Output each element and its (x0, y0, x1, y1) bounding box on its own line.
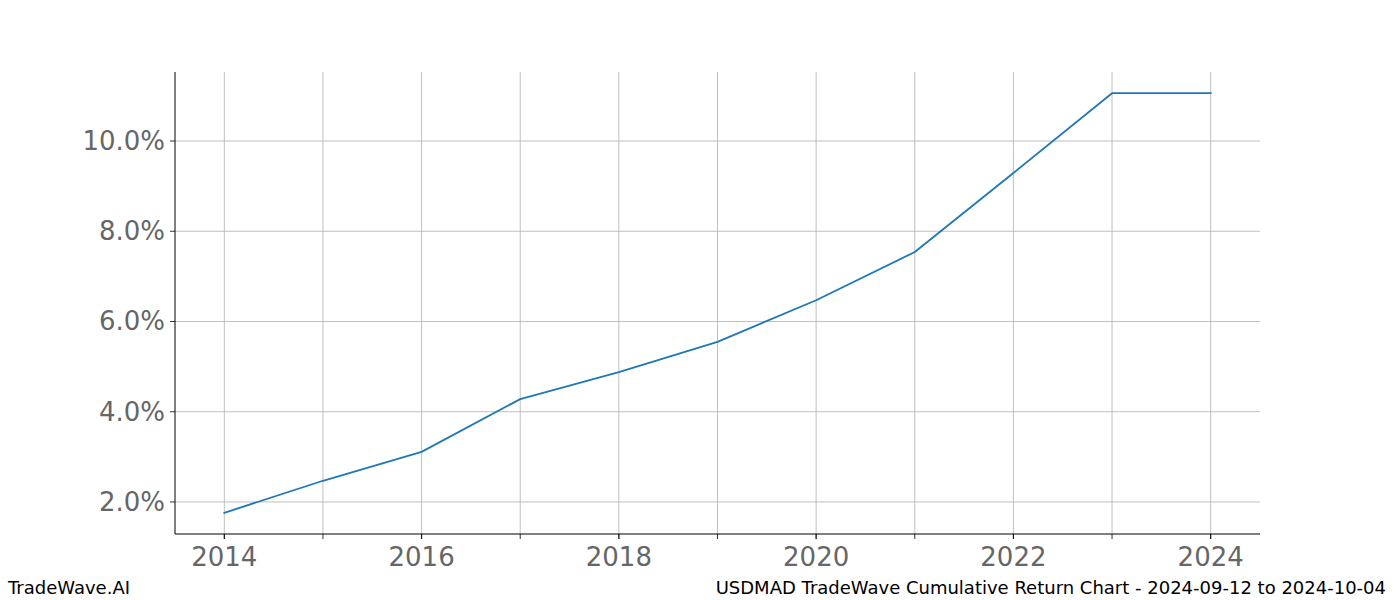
chart-svg: 2014 2016 2018 2020 2022 2024 2.0% 4.0% 6.0% 8.0%… (0, 0, 1400, 600)
x-minor-tick (1210, 534, 1211, 539)
x-tick-label: 2024 (1178, 542, 1244, 572)
title: USDMAD TradeWave Cumulative Return Chart… (716, 577, 1386, 598)
line-series (224, 93, 1210, 513)
x-tick-label: 2020 (783, 542, 849, 572)
x-tick-label: 2022 (980, 542, 1046, 572)
x-minor-tick (322, 534, 323, 539)
x-tick-label: 2018 (586, 542, 652, 572)
plot-area (224, 93, 1210, 513)
y-tick-label: 4.0% (99, 397, 165, 427)
y-axis-line (175, 72, 176, 534)
y-tick (170, 141, 175, 142)
x-tick (421, 534, 422, 539)
y-tick (170, 231, 175, 232)
x-minor-tick (816, 534, 817, 539)
grid-line-y (175, 411, 1260, 412)
y-tick (170, 321, 175, 322)
x-tick (618, 534, 619, 539)
x-tick (1013, 534, 1014, 539)
x-minor-tick (520, 534, 521, 539)
chart-container: 2014 2016 2018 2020 2022 2024 2.0% 4.0% 6.0% 8.0%… (0, 0, 1400, 600)
axes: 2014 2016 2018 2020 2022 2024 2.0% 4.0% 6.0% 8.0%… (82, 72, 1260, 572)
x-minor-tick (1112, 534, 1113, 539)
x-axis-line (175, 534, 1260, 535)
x-tick (1210, 534, 1211, 539)
grid-line-y (175, 141, 1260, 142)
x-tick (224, 534, 225, 539)
x-minor-tick (717, 534, 718, 539)
y-tick-label: 8.0% (99, 216, 165, 246)
grid-line-y (175, 501, 1260, 502)
watermark: TradeWave.AI (7, 577, 130, 598)
x-tick-label: 2014 (191, 542, 257, 572)
y-tick-label: 10.0% (82, 126, 165, 156)
x-minor-tick (224, 534, 225, 539)
grid (175, 72, 1260, 534)
grid-line-y (175, 231, 1260, 232)
x-minor-tick (914, 534, 915, 539)
y-tick-label: 2.0% (99, 487, 165, 517)
x-tick (816, 534, 817, 539)
x-minor-tick (618, 534, 619, 539)
x-tick-label: 2016 (389, 542, 455, 572)
y-tick-label: 6.0% (99, 306, 165, 336)
x-minor-tick (1013, 534, 1014, 539)
y-tick (170, 501, 175, 502)
grid-line-y (175, 321, 1260, 322)
x-minor-tick (421, 534, 422, 539)
y-tick (170, 411, 175, 412)
